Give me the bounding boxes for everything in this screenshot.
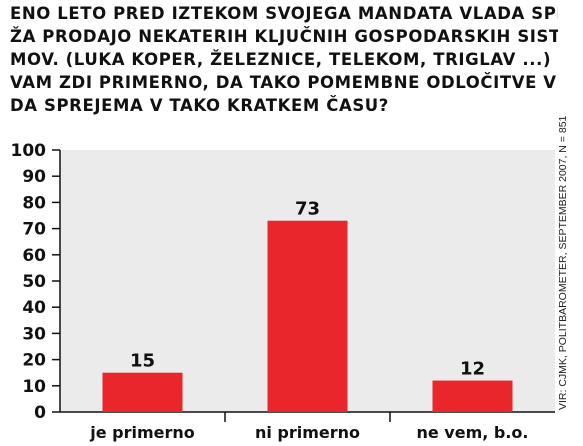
- question-line: MOV. (LUKA KOPER, ŽELEZNICE, TELEKOM, TR…: [10, 50, 558, 69]
- data-label: 73: [295, 199, 320, 220]
- y-tick-label: 0: [34, 403, 46, 423]
- y-tick-label: 70: [22, 220, 46, 240]
- y-tick-label: 40: [22, 298, 46, 318]
- y-tick-label: 50: [22, 272, 46, 292]
- question-line: DA SPREJEMA V TAKO KRATKEM ČASU?: [10, 96, 389, 115]
- y-tick-label: 20: [22, 351, 46, 371]
- question-text: ENO LETO PRED IZTEKOM SVOJEGA MANDATA VL…: [10, 2, 558, 117]
- x-tick-label: je primerno: [89, 423, 195, 442]
- data-label: 15: [130, 351, 155, 372]
- bar: [267, 220, 348, 412]
- y-tick-label: 90: [22, 167, 46, 187]
- question-line: ŽA PRODAJO NEKATERIH KLJUČNIH GOSPODARSK…: [10, 27, 558, 46]
- source-note: VIR: CJMK, POLITBAROMETER, SEPTEMBER 200…: [557, 115, 569, 410]
- y-tick-label: 10: [22, 377, 46, 397]
- bar: [102, 372, 183, 412]
- y-tick-label: 30: [22, 324, 46, 344]
- question-line: VAM ZDI PRIMERNO, DA TAKO POMEMBNE ODLOČ…: [10, 73, 558, 92]
- data-label: 12: [460, 359, 485, 380]
- x-tick-label: ni primerno: [255, 423, 360, 442]
- y-tick-label: 60: [22, 246, 46, 266]
- y-tick-label: 80: [22, 193, 46, 213]
- y-tick-label: 100: [11, 141, 47, 161]
- x-tick-label: ne vem, b.o.: [416, 423, 528, 442]
- question-line: ENO LETO PRED IZTEKOM SVOJEGA MANDATA VL…: [10, 4, 558, 23]
- bar: [432, 380, 513, 412]
